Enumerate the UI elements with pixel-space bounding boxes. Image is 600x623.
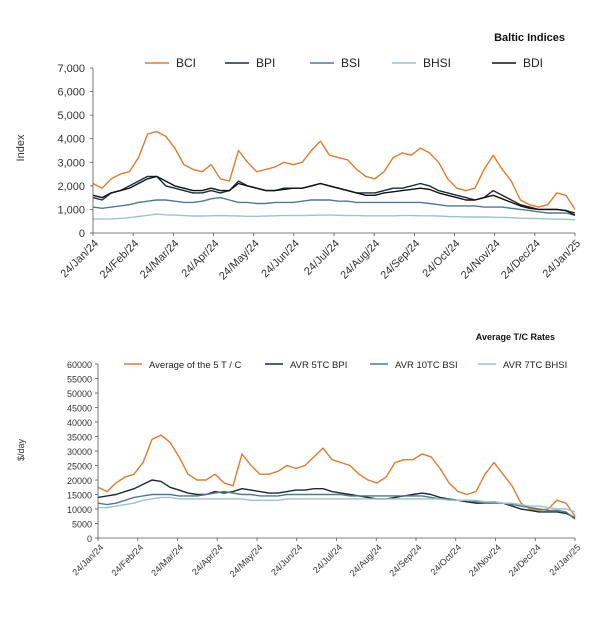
x-tick-label: 24/Jan/24 <box>58 238 101 281</box>
x-tick-label: 24/Sep/24 <box>379 238 423 282</box>
series-line-bsi <box>92 196 576 216</box>
legend: BCI BPI BSI BHSI BDI <box>145 56 543 70</box>
x-tick-label: 24/Oct/24 <box>420 238 462 280</box>
legend-label: Average of the 5 T / C <box>149 360 242 371</box>
x-tick-label: 24/Jan/24 <box>70 542 105 577</box>
x-tick-label: 24/Jul/24 <box>302 238 342 278</box>
x-tick-label: 24/Mar/24 <box>138 238 182 282</box>
y-tick-label: 1,000 <box>57 204 85 216</box>
x-tick-label: 24/Apr/24 <box>179 238 221 280</box>
y-tick-label: 35000 <box>67 433 92 443</box>
x-tick-label: 24/Jun/24 <box>269 542 304 577</box>
x-tick-label: 24/Jul/24 <box>311 542 344 575</box>
y-tick-label: 5,000 <box>57 110 85 122</box>
legend: Average of the 5 T / C AVR 5TC BPI AVR 10T… <box>124 360 567 371</box>
x-tick-label: 24/Sep/24 <box>387 542 423 578</box>
y-tick-label: 50000 <box>67 389 92 399</box>
series-line-average-of-the-5-t-c <box>97 434 576 517</box>
legend-label: BPI <box>256 56 275 70</box>
series-line-bhsi <box>92 213 576 221</box>
y-axis-label: $/day <box>16 438 26 461</box>
y-tick-label: 6,000 <box>57 87 85 99</box>
y-tick-label: 5000 <box>72 520 92 530</box>
y-tick-label: 55000 <box>67 375 92 385</box>
y-tick-label: 30000 <box>67 447 92 457</box>
legend-label: BCI <box>176 56 196 70</box>
legend-label: BSI <box>341 56 360 70</box>
y-tick-label: 15000 <box>67 491 92 501</box>
x-tick-label: 24/Nov/24 <box>459 238 503 282</box>
x-tick-label: 24/Mar/24 <box>149 542 185 578</box>
x-tick-label: 24/Apr/24 <box>190 542 225 577</box>
y-tick-label: 2,000 <box>57 181 85 193</box>
y-tick-label: 40000 <box>67 418 92 428</box>
series-line-avr-7tc-bhsi <box>98 496 576 513</box>
y-tick-label: 3,000 <box>57 157 85 169</box>
chart-title: Average T/C Rates <box>476 332 555 342</box>
legend-label: AVR 10TC BSI <box>395 360 458 371</box>
x-tick-label: 24/Aug/24 <box>338 238 382 282</box>
series-lines <box>92 130 576 221</box>
x-tick-label: 24/May/24 <box>228 542 265 579</box>
x-tick-label: 24/Jan/25 <box>547 542 582 577</box>
y-tick-label: 25000 <box>67 462 92 472</box>
legend-label: AVR 7TC BHSI <box>503 360 567 371</box>
y-tick-label: 60000 <box>67 360 92 370</box>
y-tick-label: 0 <box>87 534 92 544</box>
x-tick-label: 24/Nov/24 <box>467 542 503 578</box>
average-tc-rates-chart: Average T/C Rates $/day Average of the 5… <box>16 332 582 579</box>
y-axis-label: Index <box>15 134 27 161</box>
x-tick-label: 24/May/24 <box>217 238 262 283</box>
legend-label: AVR 5TC BPI <box>290 360 347 371</box>
series-line-bci <box>92 130 576 210</box>
x-tick-label: 24/Feb/24 <box>109 542 145 578</box>
series-line-avr-10tc-bsi <box>97 490 576 520</box>
x-axis-ticks: 24/Jan/2424/Feb/2424/Mar/2424/Apr/2424/M… <box>58 233 583 282</box>
x-tick-label: 24/Feb/24 <box>98 238 142 282</box>
y-tick-label: 10000 <box>67 505 92 515</box>
legend-label: BHSI <box>423 56 451 70</box>
y-axis-ticks: 0 5000 10000 15000 20000 25000 30000 35000 40000… <box>67 360 98 544</box>
x-tick-label: 24/Jun/24 <box>259 238 302 281</box>
y-tick-label: 7,000 <box>57 63 85 75</box>
baltic-indices-chart: Baltic Indices Index BCI BPI BSI BHSI BDI 0 1… <box>15 32 583 282</box>
y-tick-label: 4,000 <box>57 134 85 146</box>
x-tick-label: 24/Dec/24 <box>507 542 543 578</box>
x-tick-label: 24/Jan/25 <box>540 238 583 281</box>
y-tick-label: 0 <box>79 228 85 240</box>
y-tick-label: 20000 <box>67 476 92 486</box>
y-axis-ticks: 0 1,000 2,000 3,000 4,000 5,000 6,000 7,000 <box>57 63 93 240</box>
x-tick-label: 24/Dec/24 <box>499 238 543 282</box>
legend-label: BDI <box>523 56 543 70</box>
x-tick-label: 24/Aug/24 <box>348 542 384 578</box>
series-line-bdi <box>92 175 576 216</box>
x-tick-label: 24/Oct/24 <box>428 542 463 577</box>
chart-title: Baltic Indices <box>494 32 565 44</box>
y-tick-label: 45000 <box>67 404 92 414</box>
series-lines <box>97 434 576 520</box>
